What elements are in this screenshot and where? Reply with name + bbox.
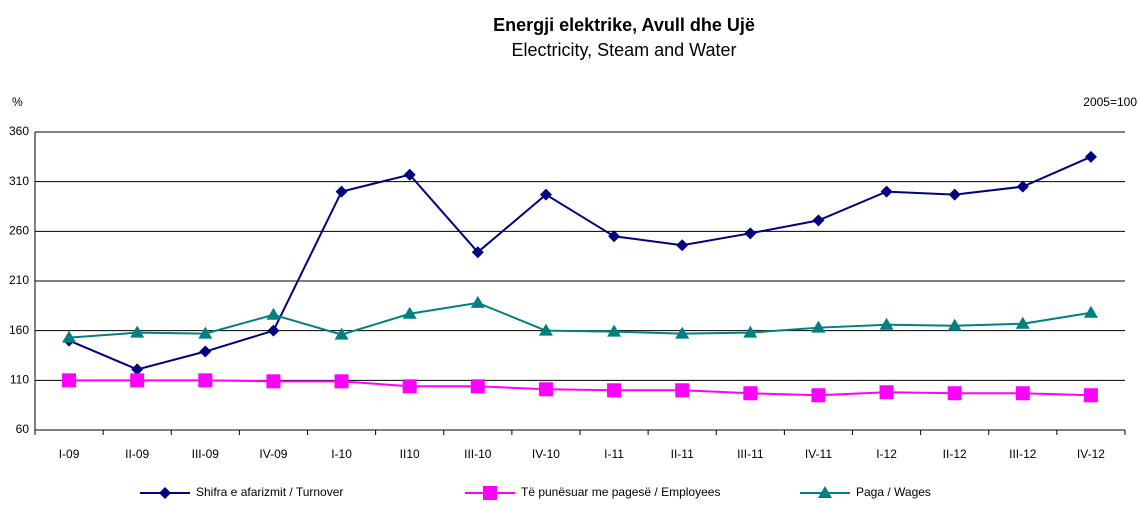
data-point	[811, 320, 826, 333]
x-tick-label: III-11	[737, 447, 764, 461]
data-point	[198, 326, 213, 339]
data-point	[879, 317, 894, 330]
data-point	[199, 345, 212, 358]
data-point	[608, 230, 621, 243]
data-point	[1083, 305, 1098, 318]
x-tick-label: IV-11	[805, 447, 832, 461]
data-point	[266, 374, 281, 389]
data-point	[131, 363, 144, 376]
y-axis-label: %	[12, 95, 23, 109]
data-point	[744, 227, 757, 240]
x-tick-label: IV-12	[1077, 447, 1105, 461]
data-point	[947, 386, 962, 401]
x-tick-label: II-11	[671, 447, 694, 461]
data-point	[62, 330, 77, 343]
data-point	[811, 388, 826, 403]
data-point	[403, 168, 416, 181]
x-tick-label: IV-09	[259, 447, 287, 461]
x-tick-label: III-12	[1009, 447, 1037, 461]
data-point	[335, 185, 348, 198]
data-point	[470, 295, 485, 308]
data-point	[675, 326, 690, 339]
data-point	[62, 373, 77, 388]
data-point	[880, 185, 893, 198]
data-point	[130, 373, 145, 388]
data-point	[675, 383, 690, 398]
x-tick-label: II10	[400, 447, 420, 461]
data-point	[1016, 180, 1029, 193]
y-tick-label: 360	[9, 124, 29, 138]
data-point	[1084, 150, 1097, 163]
data-point	[743, 386, 758, 401]
x-tick-label: II-09	[125, 447, 149, 461]
data-point	[743, 325, 758, 338]
y-tick-label: 110	[10, 373, 29, 387]
x-tick-label: II-12	[943, 447, 967, 461]
data-point	[538, 323, 553, 336]
data-point	[947, 318, 962, 331]
data-point	[539, 188, 552, 201]
series-line	[68, 155, 1092, 371]
x-tick-label: III-09	[192, 447, 220, 461]
data-point	[198, 373, 213, 388]
data-point	[538, 382, 553, 397]
legend-marker	[483, 486, 497, 500]
legend-label: Të punësuar me pagesë / Employees	[521, 485, 720, 499]
data-point	[607, 324, 622, 337]
data-point	[130, 325, 145, 338]
data-point	[267, 324, 280, 337]
data-point	[471, 246, 484, 259]
data-point	[1015, 316, 1030, 329]
data-point	[607, 383, 622, 398]
y-tick-label: 260	[9, 224, 29, 238]
x-tick-label: I-10	[331, 447, 352, 461]
data-point	[1015, 386, 1030, 401]
data-point	[1083, 388, 1098, 403]
data-point	[402, 306, 417, 319]
data-point	[334, 327, 349, 340]
x-tick-label: I-12	[876, 447, 897, 461]
chart-subtitle: Electricity, Steam and Water	[511, 40, 736, 60]
legend-marker	[159, 487, 171, 499]
y-tick-label: 160	[9, 323, 29, 337]
y-tick-label: 310	[9, 174, 29, 188]
legend-label: Shifra e afarizmit / Turnover	[196, 485, 343, 499]
data-point	[470, 379, 485, 394]
y-tick-label: 210	[9, 273, 29, 287]
data-point	[334, 374, 349, 389]
data-point	[812, 214, 825, 227]
legend-label: Paga / Wages	[856, 485, 931, 499]
x-tick-label: III-10	[464, 447, 492, 461]
series-line	[69, 379, 1091, 397]
chart-title: Energji elektrike, Avull dhe Ujë	[493, 15, 755, 35]
x-tick-label: IV-10	[532, 447, 560, 461]
data-point	[266, 307, 281, 320]
series-line	[68, 301, 1092, 339]
note: 2005=100	[1083, 95, 1137, 109]
x-tick-label: I-11	[604, 447, 624, 461]
y-tick-label: 60	[16, 422, 30, 436]
data-point	[402, 379, 417, 394]
data-point	[676, 239, 689, 252]
x-tick-label: I-09	[59, 447, 80, 461]
data-point	[879, 385, 894, 400]
legend-marker	[818, 486, 832, 498]
data-point	[948, 188, 961, 201]
